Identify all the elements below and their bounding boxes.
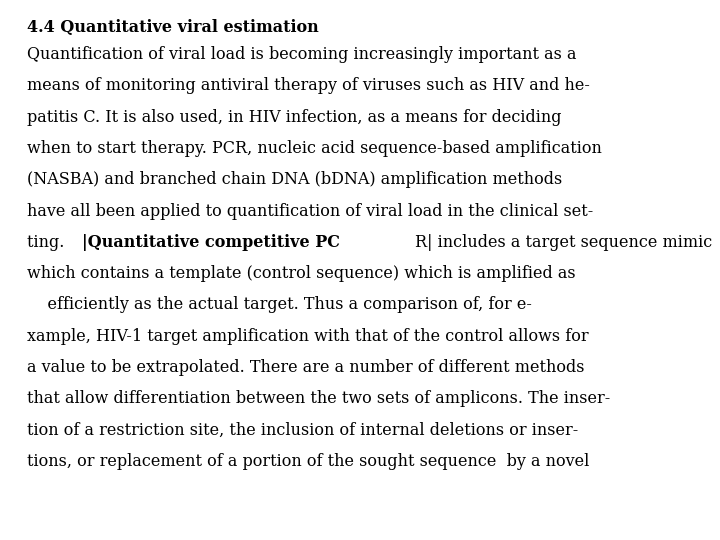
Text: xample, HIV-1 target amplification with that of the control allows for: xample, HIV-1 target amplification with … [27, 328, 589, 345]
Text: efficiently as the actual target. Thus a comparison of, for e-: efficiently as the actual target. Thus a… [27, 296, 532, 313]
Text: when to start therapy. PCR, nucleic acid sequence-based amplification: when to start therapy. PCR, nucleic acid… [27, 140, 602, 157]
Text: means of monitoring antiviral therapy of viruses such as HIV and he-: means of monitoring antiviral therapy of… [27, 77, 590, 94]
Text: patitis C. It is also used, in HIV infection, as a means for deciding: patitis C. It is also used, in HIV infec… [27, 109, 562, 125]
Text: R| includes a target sequence mimic: R| includes a target sequence mimic [415, 234, 712, 251]
Text: that allow differentiation between the two sets of amplicons. The inser-: that allow differentiation between the t… [27, 390, 611, 407]
Text: have all been applied to quantification of viral load in the clinical set-: have all been applied to quantification … [27, 202, 593, 219]
Text: a value to be extrapolated. There are a number of different methods: a value to be extrapolated. There are a … [27, 359, 585, 376]
Text: Quantification of viral load is becoming increasingly important as a: Quantification of viral load is becoming… [27, 46, 577, 63]
Text: tion of a restriction site, the inclusion of internal deletions or inser-: tion of a restriction site, the inclusio… [27, 422, 579, 438]
Text: ting.: ting. [27, 234, 70, 251]
Text: 4.4 Quantitative viral estimation: 4.4 Quantitative viral estimation [27, 19, 319, 36]
Text: tions, or replacement of a portion of the sought sequence  by a novel: tions, or replacement of a portion of th… [27, 453, 590, 470]
Text: |Quantitative competitive PC: |Quantitative competitive PC [82, 234, 340, 251]
Text: (NASBA) and branched chain DNA (bDNA) amplification methods: (NASBA) and branched chain DNA (bDNA) am… [27, 171, 562, 188]
Text: which contains a template (control sequence) which is amplified as: which contains a template (control seque… [27, 265, 576, 282]
